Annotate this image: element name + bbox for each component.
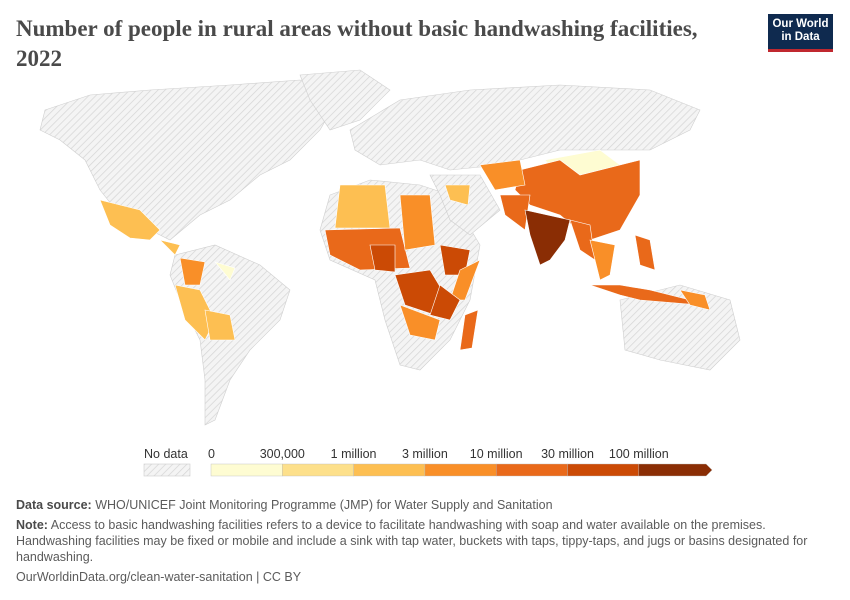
country-philippines[interactable] (634, 234, 656, 271)
eurasia (349, 84, 701, 171)
legend-bin-6[interactable] (638, 463, 713, 477)
country-madagascar[interactable] (459, 309, 479, 351)
country-sudan[interactable] (399, 194, 436, 251)
legend-bin-4[interactable] (496, 463, 568, 477)
owid-logo[interactable]: Our World in Data (768, 14, 833, 52)
greenland (299, 69, 391, 131)
legend-bin-3[interactable] (424, 463, 497, 477)
country-bolivia[interactable] (204, 309, 236, 341)
country-venezuela-guyana[interactable] (214, 261, 236, 281)
north-america (39, 79, 341, 241)
legend-tick-label: 100 million (609, 447, 669, 461)
legend: No data 0 300,000 1 million 3 million 10 mil… (143, 447, 713, 477)
country-central-america[interactable] (159, 239, 181, 256)
legend-tick-label: 1 million (331, 447, 377, 461)
legend-tick-label: 0 (208, 447, 215, 461)
legend-bin-5[interactable] (567, 463, 640, 477)
legend-no-data-swatch (143, 463, 191, 477)
country-angola-zambia[interactable] (399, 304, 441, 341)
legend-bin-1[interactable] (282, 463, 354, 477)
legend-bin-2[interactable] (353, 463, 426, 477)
legend-no-data-label: No data (144, 447, 188, 461)
country-somalia-kenya[interactable] (449, 259, 481, 301)
country-iraq-yemen[interactable] (444, 184, 471, 206)
chart-title: Number of people in rural areas without … (16, 16, 698, 71)
legend-bin-0[interactable] (210, 463, 283, 477)
country-sahel[interactable] (334, 184, 391, 229)
legend-tick-label: 30 million (541, 447, 594, 461)
data-source: Data source: WHO/UNICEF Joint Monitoring… (16, 498, 553, 512)
country-nigeria[interactable] (369, 244, 396, 273)
source-url[interactable]: OurWorldinData.org/clean-water-sanitatio… (16, 570, 302, 584)
country-colombia[interactable] (179, 257, 206, 286)
legend-tick-label: 3 million (402, 447, 448, 461)
country-afghanistan-pakistan[interactable] (499, 194, 531, 231)
country-tanzania[interactable] (429, 284, 461, 321)
country-india[interactable] (524, 209, 571, 266)
country-papua-new-guinea[interactable] (679, 289, 711, 311)
note: Note: Access to basic handwashing facili… (16, 518, 808, 564)
legend-tick-label: 10 million (470, 447, 523, 461)
legend-tick-label: 300,000 (260, 447, 305, 461)
country-mexico[interactable] (99, 199, 161, 241)
australia (619, 284, 741, 371)
country-southeast-asia[interactable] (589, 239, 616, 281)
country-central-asia[interactable] (479, 159, 526, 191)
